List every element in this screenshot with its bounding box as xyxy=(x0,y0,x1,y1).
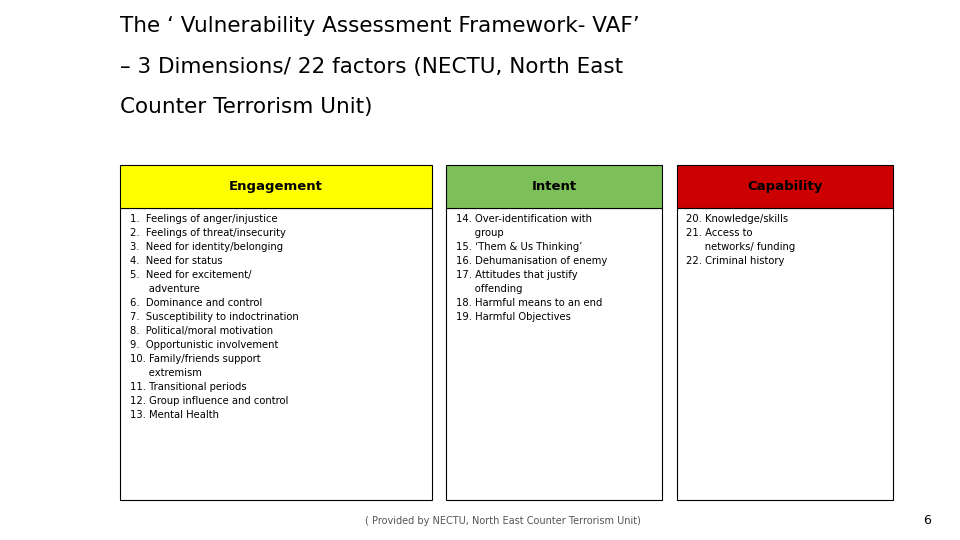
Text: Engagement: Engagement xyxy=(229,180,323,193)
Text: Intent: Intent xyxy=(532,180,577,193)
FancyBboxPatch shape xyxy=(446,165,662,208)
FancyBboxPatch shape xyxy=(446,208,662,500)
Text: – 3 Dimensions/ 22 factors (NECTU, North East: – 3 Dimensions/ 22 factors (NECTU, North… xyxy=(120,57,623,77)
Text: Capability: Capability xyxy=(747,180,823,193)
FancyBboxPatch shape xyxy=(120,165,432,208)
Text: 1.  Feelings of anger/injustice
2.  Feelings of threat/insecurity
3.  Need for i: 1. Feelings of anger/injustice 2. Feelin… xyxy=(130,214,299,420)
FancyBboxPatch shape xyxy=(677,165,893,208)
Text: ( Provided by NECTU, North East Counter Terrorism Unit): ( Provided by NECTU, North East Counter … xyxy=(365,516,640,526)
Text: Counter Terrorism Unit): Counter Terrorism Unit) xyxy=(120,97,372,117)
Text: 6: 6 xyxy=(924,514,931,526)
Text: 20. Knowledge/skills
21. Access to
      networks/ funding
22. Criminal history: 20. Knowledge/skills 21. Access to netwo… xyxy=(686,214,796,266)
FancyBboxPatch shape xyxy=(120,208,432,500)
FancyBboxPatch shape xyxy=(677,208,893,500)
Text: The ‘ Vulnerability Assessment Framework- VAF’: The ‘ Vulnerability Assessment Framework… xyxy=(120,16,639,36)
Text: 14. Over-identification with
      group
15. ‘Them & Us Thinking’
16. Dehumanisa: 14. Over-identification with group 15. ‘… xyxy=(456,214,608,322)
